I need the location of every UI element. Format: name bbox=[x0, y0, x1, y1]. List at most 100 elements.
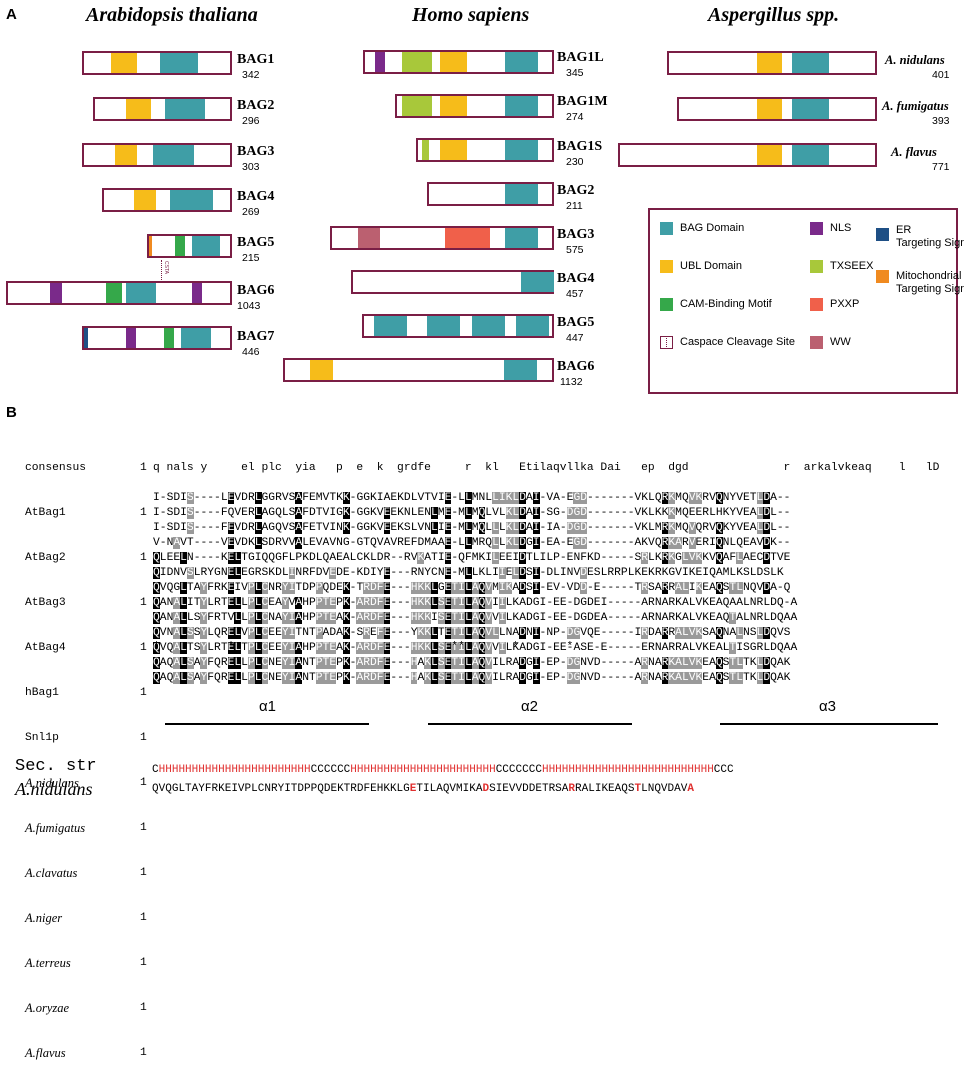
at-bag2-diagram bbox=[93, 97, 232, 121]
start-num: 1 bbox=[140, 777, 147, 789]
legend-txseex-label: TXSEEX bbox=[830, 260, 874, 272]
helix2-label: α2 bbox=[521, 698, 539, 715]
name-a-niger: A.niger bbox=[25, 911, 63, 925]
name-a-flavus: A.flavus bbox=[25, 1046, 66, 1060]
start-num: 1 bbox=[140, 867, 147, 879]
name-atbag2: AtBag2 bbox=[25, 552, 66, 564]
helix1-bar bbox=[165, 723, 369, 725]
caspase-cleavage-text: CSTA bbox=[163, 261, 169, 274]
legend-bag-label: BAG Domain bbox=[680, 222, 745, 234]
start-num: 1 bbox=[140, 732, 147, 744]
alignment-row: QLEELN----KELTGIQQGFLPKDLQAEALCKLDR--RVK… bbox=[153, 552, 791, 564]
legend-ubl-swatch bbox=[660, 260, 673, 273]
name-a-fumigatus: A.fumigatus bbox=[25, 821, 86, 835]
start-num: 1 bbox=[140, 462, 147, 474]
ubl-domain bbox=[757, 145, 782, 165]
legend-mito-label: Mitochondrial Targeting Signal bbox=[896, 270, 964, 295]
panel-b-label: B bbox=[6, 404, 17, 421]
legend-er-swatch bbox=[876, 228, 889, 241]
bag-domain bbox=[165, 99, 205, 119]
hs-bag1l-diagram bbox=[363, 50, 554, 74]
legend-er-label: ER Targeting Signal bbox=[896, 224, 964, 249]
ubl-domain bbox=[757, 99, 782, 119]
bag-domain bbox=[192, 236, 220, 256]
domain-legend: BAG Domain UBL Domain CAM-Binding Motif … bbox=[648, 208, 964, 394]
name-a-nidulans: A.nidulans bbox=[25, 776, 79, 790]
species-title-homo-sapiens: Homo sapiens bbox=[412, 4, 530, 26]
afl-bag-diagram bbox=[618, 143, 877, 167]
bag-domain bbox=[181, 328, 211, 348]
legend-cam-swatch bbox=[660, 298, 673, 311]
ubl-domain bbox=[440, 140, 467, 160]
name-snl1p: Snl1p bbox=[25, 732, 59, 744]
alignment-row: QVQALTSYLRTELTPLCEEYIAHPPTEAK-ARDFE---HK… bbox=[153, 642, 798, 654]
conserved-residue-stars: * * ** * * bbox=[153, 641, 574, 653]
at-bag3-diagram bbox=[82, 143, 232, 167]
af-length: 393 bbox=[932, 115, 950, 127]
alignment-row: QANALITYLRTELLPLCEAYVAHPPTEPK-ARDFE---HK… bbox=[153, 597, 798, 609]
txseex bbox=[402, 96, 432, 116]
hs-bag3-diagram bbox=[330, 226, 554, 250]
start-num: 1 bbox=[140, 507, 147, 519]
alignment-row: V-NAVT----VEVDKLSDRVVALEVAVNG-GTQVAVREFD… bbox=[153, 537, 791, 549]
panel-a-label: A bbox=[6, 6, 17, 23]
at-bag2-length: 296 bbox=[242, 115, 260, 127]
bag-domain bbox=[505, 52, 538, 72]
nls bbox=[50, 283, 62, 303]
sec-str-label: Sec. str bbox=[15, 757, 97, 776]
ubl-domain bbox=[126, 99, 151, 119]
start-num: 1 bbox=[140, 1047, 147, 1059]
helix2-bar bbox=[428, 723, 632, 725]
an-length: 401 bbox=[932, 69, 950, 81]
legend-nls-swatch bbox=[810, 222, 823, 235]
hs-bag1s-length: 230 bbox=[566, 156, 584, 168]
name-atbag3: AtBag3 bbox=[25, 597, 66, 609]
pxxp-motif bbox=[445, 228, 490, 248]
helix3-bar bbox=[720, 723, 938, 725]
bag-domain bbox=[792, 53, 829, 73]
hs-bag1l-length: 345 bbox=[566, 67, 584, 79]
bag-domain bbox=[505, 228, 538, 248]
hs-bag1l-name: BAG1L bbox=[557, 50, 604, 65]
at-bag7-diagram bbox=[82, 326, 232, 350]
ubl-domain bbox=[440, 52, 467, 72]
alignment-row: I-SDIS----FQVERLAGQLSAFDTVIGK-GGKVEEKNLE… bbox=[153, 507, 791, 519]
at-bag1-diagram bbox=[82, 51, 232, 75]
at-bag3-name: BAG3 bbox=[237, 144, 275, 159]
ubl-domain bbox=[134, 190, 156, 210]
bag-domain bbox=[160, 53, 198, 73]
bag-domain bbox=[427, 316, 460, 336]
name-a-oryzae: A.oryzae bbox=[25, 1001, 70, 1015]
legend-ww-label: WW bbox=[830, 336, 851, 348]
at-bag6-length: 1043 bbox=[237, 300, 261, 312]
af-name: A. fumigatus bbox=[882, 99, 949, 113]
alignment-row: QANALLSYFRTVLLPLCNAYIAHPPTEAK-ARDFE---HK… bbox=[153, 612, 798, 624]
cam-binding-motif bbox=[106, 283, 122, 303]
hs-bag3-length: 575 bbox=[566, 244, 584, 256]
af-bag-diagram bbox=[677, 97, 877, 121]
legend-nls-label: NLS bbox=[830, 222, 852, 234]
legend-caspase-swatch bbox=[660, 336, 673, 349]
bag-domain bbox=[516, 316, 549, 336]
legend-pxxp-label: PXXP bbox=[830, 298, 860, 310]
hs-bag4-length: 457 bbox=[566, 288, 584, 300]
hs-bag6-name: BAG6 bbox=[557, 359, 595, 374]
alignment-row: I-SDIS----FEVDRLAGQVSAFETVINK-GGKVEEKSLV… bbox=[153, 522, 791, 534]
at-bag6-name: BAG6 bbox=[237, 283, 275, 298]
at-bag7-name: BAG7 bbox=[237, 329, 275, 344]
at-bag5-length: 215 bbox=[242, 252, 260, 264]
legend-ww-swatch bbox=[810, 336, 823, 349]
hs-bag2-length: 211 bbox=[566, 200, 583, 212]
name-consensus: consensus bbox=[25, 462, 87, 474]
bag-domain bbox=[505, 96, 538, 116]
ubl-domain bbox=[115, 145, 137, 165]
at-bag6-diagram bbox=[6, 281, 232, 305]
nidulans-label: A.nidulans bbox=[15, 779, 93, 799]
at-bag3-length: 303 bbox=[242, 161, 260, 173]
consensus-row: q nals y el plc yia p e k grdfe r kl Eti… bbox=[153, 462, 953, 474]
hs-bag1s-diagram bbox=[416, 138, 554, 162]
hs-bag6-diagram bbox=[283, 358, 554, 382]
bag-domain bbox=[126, 283, 156, 303]
bag-domain bbox=[521, 272, 554, 292]
bag-domain bbox=[153, 145, 194, 165]
